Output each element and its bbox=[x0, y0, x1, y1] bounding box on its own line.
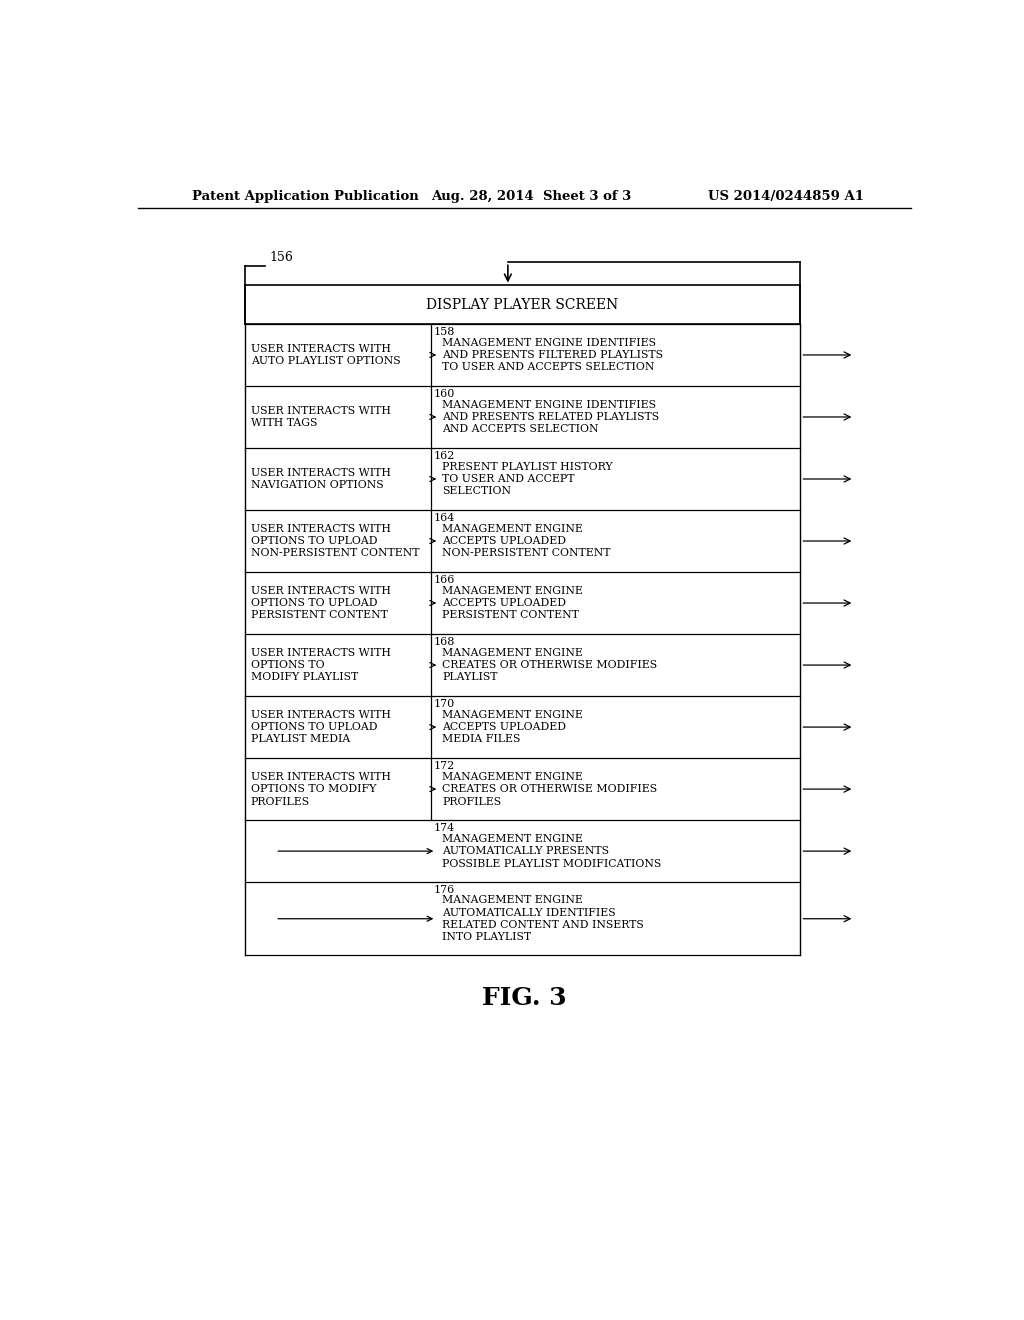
Text: USER INTERACTS WITH
OPTIONS TO UPLOAD
PLAYLIST MEDIA: USER INTERACTS WITH OPTIONS TO UPLOAD PL… bbox=[251, 710, 390, 744]
Text: FIG. 3: FIG. 3 bbox=[482, 986, 567, 1010]
Text: 170: 170 bbox=[433, 700, 455, 709]
Text: 160: 160 bbox=[433, 389, 455, 399]
Text: 164: 164 bbox=[433, 513, 455, 523]
Text: 176: 176 bbox=[433, 886, 455, 895]
Text: 158: 158 bbox=[433, 327, 455, 337]
Text: MANAGEMENT ENGINE IDENTIFIES
AND PRESENTS FILTERED PLAYLISTS
TO USER AND ACCEPTS: MANAGEMENT ENGINE IDENTIFIES AND PRESENT… bbox=[442, 338, 664, 372]
Text: USER INTERACTS WITH
WITH TAGS: USER INTERACTS WITH WITH TAGS bbox=[251, 405, 390, 428]
Text: USER INTERACTS WITH
OPTIONS TO
MODIFY PLAYLIST: USER INTERACTS WITH OPTIONS TO MODIFY PL… bbox=[251, 648, 390, 682]
Text: MANAGEMENT ENGINE
CREATES OR OTHERWISE MODIFIES
PLAYLIST: MANAGEMENT ENGINE CREATES OR OTHERWISE M… bbox=[442, 648, 657, 682]
Text: MANAGEMENT ENGINE
AUTOMATICALLY IDENTIFIES
RELATED CONTENT AND INSERTS
INTO PLAY: MANAGEMENT ENGINE AUTOMATICALLY IDENTIFI… bbox=[442, 895, 644, 942]
Text: USER INTERACTS WITH
NAVIGATION OPTIONS: USER INTERACTS WITH NAVIGATION OPTIONS bbox=[251, 467, 390, 490]
Text: MANAGEMENT ENGINE IDENTIFIES
AND PRESENTS RELATED PLAYLISTS
AND ACCEPTS SELECTIO: MANAGEMENT ENGINE IDENTIFIES AND PRESENT… bbox=[442, 400, 659, 434]
Text: 174: 174 bbox=[433, 824, 455, 833]
Text: MANAGEMENT ENGINE
CREATES OR OTHERWISE MODIFIES
PROFILES: MANAGEMENT ENGINE CREATES OR OTHERWISE M… bbox=[442, 772, 657, 807]
Bar bbox=[245, 285, 801, 323]
Text: USER INTERACTS WITH
OPTIONS TO UPLOAD
NON-PERSISTENT CONTENT: USER INTERACTS WITH OPTIONS TO UPLOAD NO… bbox=[251, 524, 419, 558]
Text: MANAGEMENT ENGINE
ACCEPTS UPLOADED
NON-PERSISTENT CONTENT: MANAGEMENT ENGINE ACCEPTS UPLOADED NON-P… bbox=[442, 524, 611, 558]
Text: USER INTERACTS WITH
AUTO PLAYLIST OPTIONS: USER INTERACTS WITH AUTO PLAYLIST OPTION… bbox=[251, 343, 400, 366]
Text: MANAGEMENT ENGINE
ACCEPTS UPLOADED
MEDIA FILES: MANAGEMENT ENGINE ACCEPTS UPLOADED MEDIA… bbox=[442, 710, 584, 744]
Text: USER INTERACTS WITH
OPTIONS TO MODIFY
PROFILES: USER INTERACTS WITH OPTIONS TO MODIFY PR… bbox=[251, 772, 390, 807]
Text: 156: 156 bbox=[269, 251, 293, 264]
Text: US 2014/0244859 A1: US 2014/0244859 A1 bbox=[708, 190, 864, 203]
Text: USER INTERACTS WITH
OPTIONS TO UPLOAD
PERSISTENT CONTENT: USER INTERACTS WITH OPTIONS TO UPLOAD PE… bbox=[251, 586, 390, 620]
Text: DISPLAY PLAYER SCREEN: DISPLAY PLAYER SCREEN bbox=[426, 298, 618, 312]
Text: Patent Application Publication: Patent Application Publication bbox=[193, 190, 419, 203]
Text: MANAGEMENT ENGINE
ACCEPTS UPLOADED
PERSISTENT CONTENT: MANAGEMENT ENGINE ACCEPTS UPLOADED PERSI… bbox=[442, 586, 584, 620]
Text: 172: 172 bbox=[433, 762, 455, 771]
Text: Aug. 28, 2014  Sheet 3 of 3: Aug. 28, 2014 Sheet 3 of 3 bbox=[431, 190, 631, 203]
Text: 168: 168 bbox=[433, 638, 455, 647]
Text: MANAGEMENT ENGINE
AUTOMATICALLY PRESENTS
POSSIBLE PLAYLIST MODIFICATIONS: MANAGEMENT ENGINE AUTOMATICALLY PRESENTS… bbox=[442, 834, 662, 869]
Text: 166: 166 bbox=[433, 576, 455, 585]
Text: PRESENT PLAYLIST HISTORY
TO USER AND ACCEPT
SELECTION: PRESENT PLAYLIST HISTORY TO USER AND ACC… bbox=[442, 462, 613, 496]
Text: 162: 162 bbox=[433, 451, 455, 461]
